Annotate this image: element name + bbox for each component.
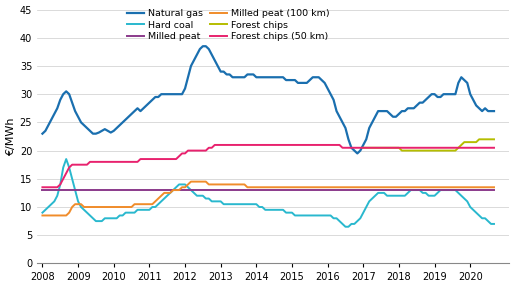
Forest chips (50 km): [417, 146, 423, 149]
Hard coal: [102, 217, 108, 220]
Milled peat: [39, 188, 45, 192]
Forest chips (50 km): [488, 146, 494, 149]
Milled peat (100 km): [99, 205, 105, 209]
Milled peat (100 km): [360, 185, 366, 189]
Forest chips (50 km): [99, 160, 105, 164]
Forest chips (50 km): [491, 146, 497, 149]
Natural gas: [491, 109, 497, 113]
Milled peat (100 km): [39, 214, 45, 217]
Milled peat: [491, 188, 497, 192]
Line: Forest chips: Forest chips: [363, 139, 494, 151]
Milled peat (100 km): [69, 205, 75, 209]
Natural gas: [69, 101, 75, 104]
Forest chips (50 km): [212, 143, 218, 147]
Hard coal: [491, 222, 497, 226]
Forest chips: [485, 138, 491, 141]
Line: Hard coal: Hard coal: [42, 159, 494, 227]
Natural gas: [99, 129, 105, 132]
Hard coal: [420, 191, 426, 195]
Natural gas: [420, 101, 426, 104]
Hard coal: [242, 202, 248, 206]
Forest chips (50 km): [39, 185, 45, 189]
Milled peat: [99, 188, 105, 192]
Line: Natural gas: Natural gas: [42, 46, 494, 154]
Hard coal: [476, 214, 482, 217]
Natural gas: [476, 107, 482, 110]
Forest chips (50 km): [69, 163, 75, 166]
Milled peat (100 km): [491, 185, 497, 189]
Hard coal: [39, 211, 45, 214]
Forest chips (50 km): [360, 146, 366, 149]
Milled peat: [238, 188, 245, 192]
Milled peat (100 km): [417, 185, 423, 189]
Milled peat: [414, 188, 420, 192]
Forest chips: [491, 138, 497, 141]
Milled peat (100 km): [488, 185, 494, 189]
Legend: Natural gas, Hard coal, Milled peat, Milled peat (100 km), Forest chips, Forest : Natural gas, Hard coal, Milled peat, Mil…: [127, 9, 330, 41]
Milled peat: [69, 188, 75, 192]
Line: Milled peat (100 km): Milled peat (100 km): [42, 182, 494, 215]
Milled peat: [485, 188, 491, 192]
Hard coal: [342, 225, 349, 228]
Natural gas: [354, 152, 360, 155]
Forest chips (50 km): [242, 143, 248, 147]
Milled peat (100 km): [188, 180, 194, 183]
Natural gas: [242, 75, 248, 79]
Natural gas: [39, 132, 45, 135]
Hard coal: [72, 188, 78, 192]
Line: Forest chips (50 km): Forest chips (50 km): [42, 145, 494, 187]
Y-axis label: €/MWh: €/MWh: [6, 117, 15, 156]
Milled peat (100 km): [242, 183, 248, 186]
Natural gas: [200, 45, 206, 48]
Hard coal: [63, 157, 70, 161]
Natural gas: [363, 138, 369, 141]
Forest chips: [414, 149, 420, 152]
Milled peat: [357, 188, 364, 192]
Hard coal: [363, 205, 369, 209]
